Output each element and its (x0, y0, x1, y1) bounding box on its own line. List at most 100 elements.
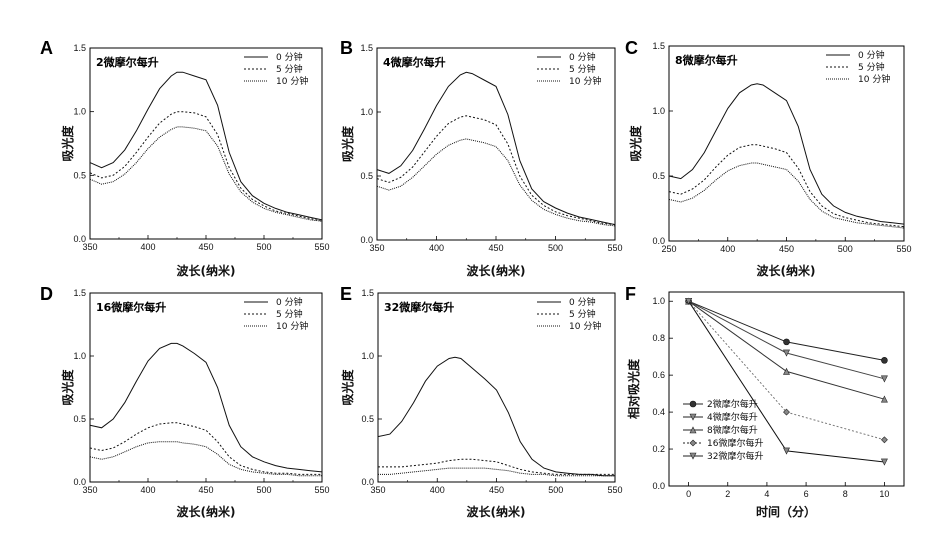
legend-entry: 0 分钟 (569, 51, 596, 63)
y-tick-label: 1.0 (652, 296, 665, 306)
x-tick-label: 450 (489, 485, 504, 495)
x-tick-label: 550 (607, 243, 622, 253)
legend-entry: 16微摩尔每升 (707, 437, 763, 449)
x-tick-label: 450 (198, 485, 213, 495)
series-line-2 (377, 116, 615, 225)
series-line-3 (377, 139, 615, 226)
panel-title: 4微摩尔每升 (383, 55, 446, 69)
y-tick-label: 1.5 (360, 43, 373, 53)
y-tick-label: 0.5 (652, 171, 665, 181)
series-line-1 (90, 343, 322, 472)
data-point (881, 376, 887, 382)
series-line-5 (689, 301, 885, 462)
x-axis-label: 时间（分） (756, 504, 816, 519)
x-tick-label: 550 (314, 242, 329, 252)
x-tick-label: 500 (838, 244, 853, 254)
y-tick-label: 0.5 (361, 414, 374, 424)
panel-d: 3504004505005500.00.51.01.5波长(纳米)吸光度D16微… (40, 284, 330, 519)
panel-label: A (40, 38, 53, 58)
x-axis-label: 波长(纳米) (177, 504, 236, 519)
y-tick-label: 0.0 (360, 235, 373, 245)
y-tick-label: 1.5 (73, 43, 86, 53)
panel-label: B (340, 38, 353, 58)
y-axis-label: 吸光度 (340, 369, 355, 406)
panel-title: 16微摩尔每升 (96, 300, 166, 314)
x-tick-label: 2 (725, 489, 730, 499)
x-tick-label: 400 (140, 242, 155, 252)
x-axis-label: 波长(纳米) (467, 504, 526, 519)
y-tick-label: 1.5 (73, 288, 86, 298)
x-tick-label: 8 (843, 489, 848, 499)
series-line-2 (378, 459, 615, 474)
plot-frame (669, 292, 904, 486)
y-tick-label: 0.0 (73, 477, 86, 487)
x-tick-label: 500 (256, 485, 271, 495)
legend-entry: 5 分钟 (569, 63, 596, 75)
panel-label: D (40, 284, 53, 304)
y-tick-label: 0.8 (652, 333, 665, 343)
y-tick-label: 0.0 (73, 234, 86, 244)
x-tick-label: 0 (686, 489, 691, 499)
legend-entry: 10 分钟 (569, 320, 601, 332)
x-tick-label: 400 (720, 244, 735, 254)
y-axis-label: 吸光度 (60, 125, 75, 162)
y-axis-label: 相对吸光度 (626, 358, 641, 419)
panel-c: 2504004505005500.00.51.01.5波长(纳米)吸光度C8微摩… (625, 38, 912, 278)
series-line-2 (90, 423, 322, 475)
panel-title: 2微摩尔每升 (96, 55, 159, 69)
x-tick-label: 550 (607, 485, 622, 495)
data-point (784, 350, 790, 356)
x-axis-label: 波长(纳米) (177, 263, 236, 278)
x-tick-label: 6 (804, 489, 809, 499)
x-tick-label: 550 (896, 244, 911, 254)
x-tick-label: 4 (764, 489, 769, 499)
data-point (784, 339, 790, 345)
legend-marker (690, 401, 696, 407)
series-line-3 (90, 442, 322, 476)
panel-title: 32微摩尔每升 (384, 300, 454, 314)
legend-entry: 8微摩尔每升 (707, 424, 758, 436)
series-line-1 (378, 357, 615, 475)
legend-entry: 10 分钟 (276, 75, 308, 87)
series-line-3 (669, 163, 904, 228)
series-line-2 (90, 112, 322, 222)
x-tick-label: 500 (548, 485, 563, 495)
legend-entry: 10 分钟 (276, 320, 308, 332)
y-tick-label: 0.0 (652, 236, 665, 246)
x-tick-label: 400 (429, 243, 444, 253)
x-axis-label: 波长(纳米) (467, 263, 526, 278)
y-tick-label: 1.0 (361, 351, 374, 361)
y-axis-label: 吸光度 (340, 125, 355, 162)
y-tick-label: 0.0 (361, 477, 374, 487)
x-tick-label: 400 (140, 485, 155, 495)
y-tick-label: 0.5 (73, 170, 86, 180)
y-axis-label: 吸光度 (60, 369, 75, 406)
legend-entry: 0 分钟 (276, 296, 303, 308)
x-tick-label: 450 (198, 242, 213, 252)
y-tick-label: 1.0 (73, 107, 86, 117)
y-tick-label: 1.0 (73, 351, 86, 361)
panel-e: 3504004505005500.00.51.01.5波长(纳米)吸光度E32微… (340, 284, 623, 519)
y-tick-label: 1.5 (361, 288, 374, 298)
legend-entry: 5 分钟 (276, 63, 303, 75)
legend-entry: 10 分钟 (569, 75, 601, 87)
y-tick-label: 0.4 (652, 407, 665, 417)
x-tick-label: 10 (879, 489, 889, 499)
panel-f: 02468100.00.20.40.60.81.0时间（分）相对吸光度F2微摩尔… (625, 284, 904, 519)
y-tick-label: 1.0 (652, 106, 665, 116)
legend-entry: 0 分钟 (858, 49, 885, 61)
series-line-1 (90, 72, 322, 220)
y-axis-label: 吸光度 (628, 125, 643, 162)
legend-entry: 10 分钟 (858, 73, 890, 85)
x-tick-label: 500 (548, 243, 563, 253)
legend-entry: 5 分钟 (276, 308, 303, 320)
panel-title: 8微摩尔每升 (675, 53, 738, 67)
panel-a: 3504004505005500.00.51.01.5波长(纳米)吸光度A2微摩… (40, 38, 330, 278)
series-line-1 (377, 72, 615, 224)
data-point (881, 396, 887, 402)
panel-label: C (625, 38, 638, 58)
series-line-2 (669, 145, 904, 227)
y-tick-label: 0.0 (652, 481, 665, 491)
x-axis-label: 波长(纳米) (757, 263, 816, 278)
